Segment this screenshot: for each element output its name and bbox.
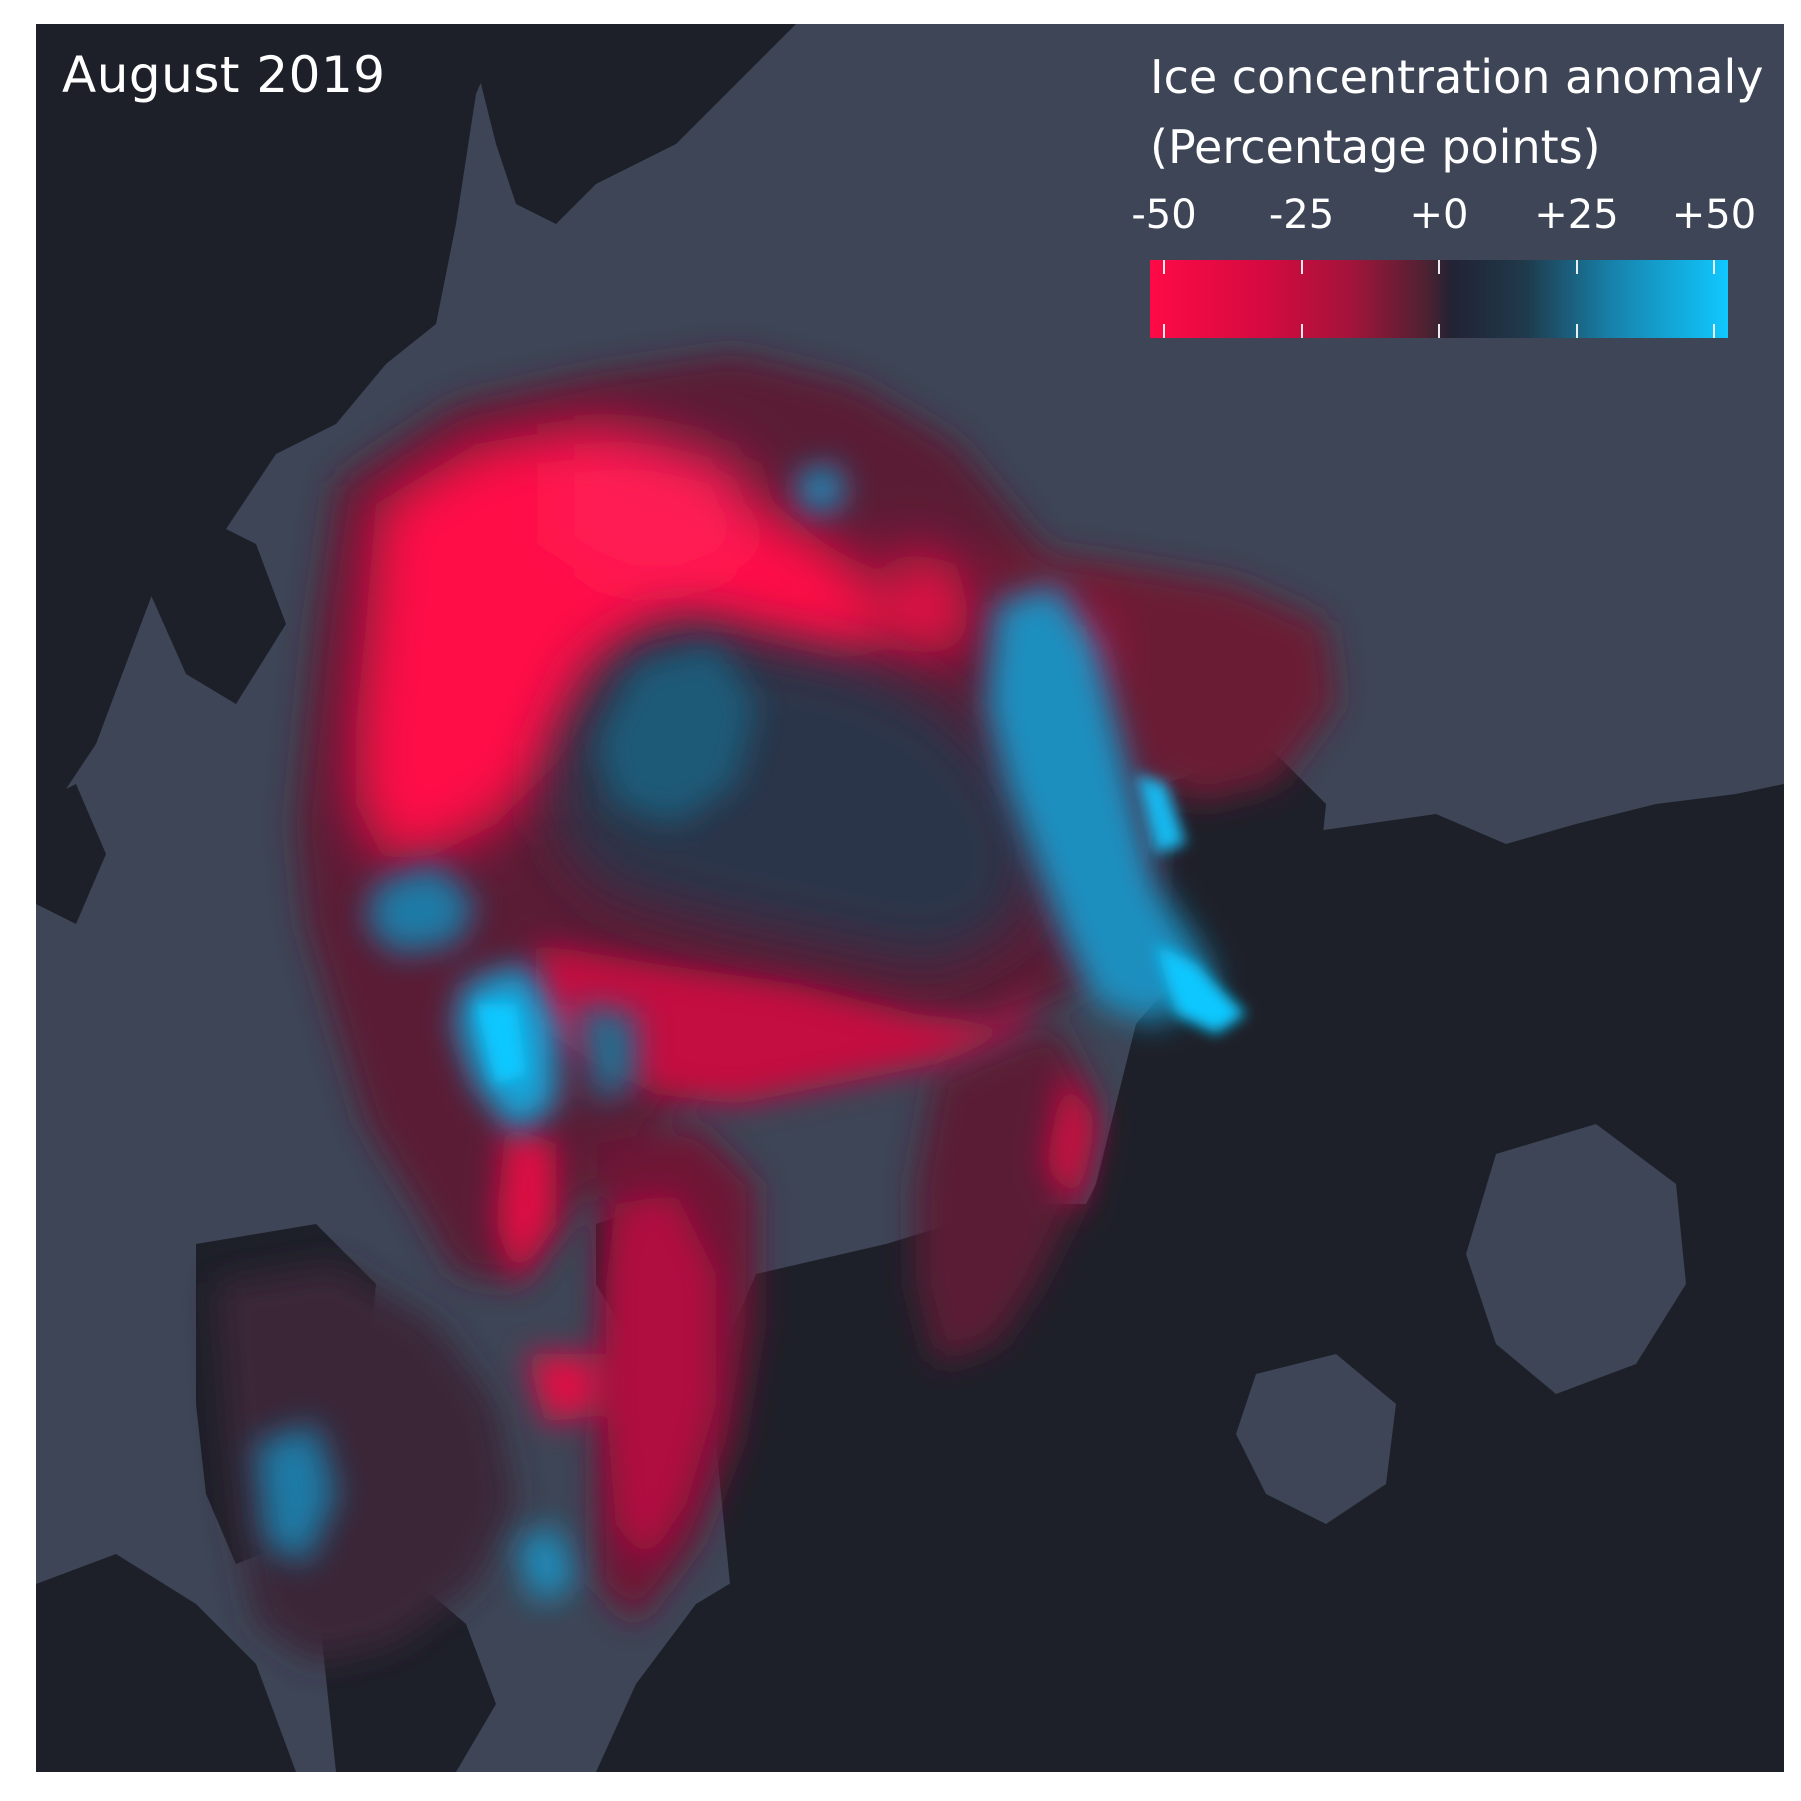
legend-tick-mark (1438, 324, 1440, 338)
legend-tick-label: +25 (1534, 192, 1619, 238)
land-siberia-coast (466, 24, 796, 224)
legend-tick-mark (1713, 324, 1715, 338)
legend-tick-mark (1300, 260, 1303, 274)
land-taymyr (146, 494, 286, 704)
land-scandinavia (36, 1554, 296, 1772)
legend-tick-label: -25 (1268, 192, 1335, 238)
legend-tick-mark (1713, 260, 1715, 274)
ice-loss-strong (356, 424, 1096, 864)
legend: Ice concentration anomaly (Percentage po… (1131, 42, 1770, 338)
legend-title-line1: Ice concentration anomaly (1150, 50, 1764, 104)
ice-gain (256, 464, 1216, 1604)
ice-gain-bright (476, 774, 1246, 1084)
ice-anomaly-field (216, 354, 1336, 1664)
legend-tick-mark (1575, 260, 1578, 274)
land-baffin-cutout (1236, 1354, 1396, 1524)
legend-tick-label: -50 (1131, 192, 1197, 238)
legend-tick-mark (1163, 324, 1165, 338)
legend-tick-mark (1163, 260, 1165, 274)
legend-tick-label: +50 (1671, 192, 1757, 238)
legend-tick-mark (1300, 324, 1303, 338)
legend-tick-mark (1438, 260, 1440, 274)
legend-tick-mark (1575, 324, 1578, 338)
land-chukotka-tip (36, 784, 106, 924)
legend-title-line2: (Percentage points) (1150, 120, 1601, 174)
map-title: August 2019 (62, 46, 386, 104)
map-frame: August 2019 Ice concentration anomaly (P… (36, 24, 1784, 1772)
ice-loss-moderate (496, 944, 1096, 1564)
land-hudson-bay-cutout (1466, 1124, 1686, 1394)
legend-color-bar (1150, 260, 1728, 338)
land-greenland (716, 1204, 1116, 1772)
legend-tick-label: +0 (1409, 192, 1469, 238)
land-siberia-asia (36, 24, 506, 814)
legend-tick-labels: -50 -25 +0 +25 +50 (1131, 192, 1770, 248)
